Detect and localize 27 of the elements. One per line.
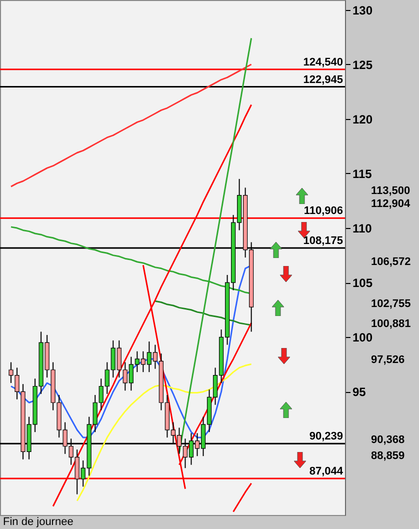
text: 88,859	[371, 450, 405, 462]
text: 113,500	[371, 185, 410, 197]
ref-line-label: 87,044	[309, 466, 344, 478]
line-series	[232, 482, 252, 512]
text: 90,368	[371, 434, 405, 446]
y-tick-label: 115	[352, 166, 372, 181]
y-tick-label: 110	[352, 222, 372, 236]
y-tick-label: 95	[352, 385, 366, 400]
y-tick-label: 130	[352, 3, 373, 18]
text: 97,526	[371, 354, 405, 366]
line-series	[76, 363, 252, 502]
text: 102,755	[371, 298, 411, 310]
text: 112,904	[371, 198, 412, 210]
text: Fin de journee	[3, 516, 74, 528]
text: 100,881	[371, 318, 411, 330]
ref-line-label: 90,239	[309, 430, 343, 443]
ref-line-label: 108,175	[303, 234, 343, 247]
line-series	[154, 300, 252, 326]
text: 106,572	[371, 256, 411, 268]
y-tick-label: 105	[352, 276, 373, 290]
line-series	[10, 64, 252, 188]
ref-line-label: 122,945	[303, 74, 343, 86]
y-tick-label: 125	[352, 58, 373, 72]
y-tick-label: 100	[352, 330, 373, 345]
y-tick-label: 120	[352, 112, 373, 126]
ref-line-label: 110,906	[304, 205, 343, 218]
ref-line-label: 124,540	[303, 56, 343, 68]
